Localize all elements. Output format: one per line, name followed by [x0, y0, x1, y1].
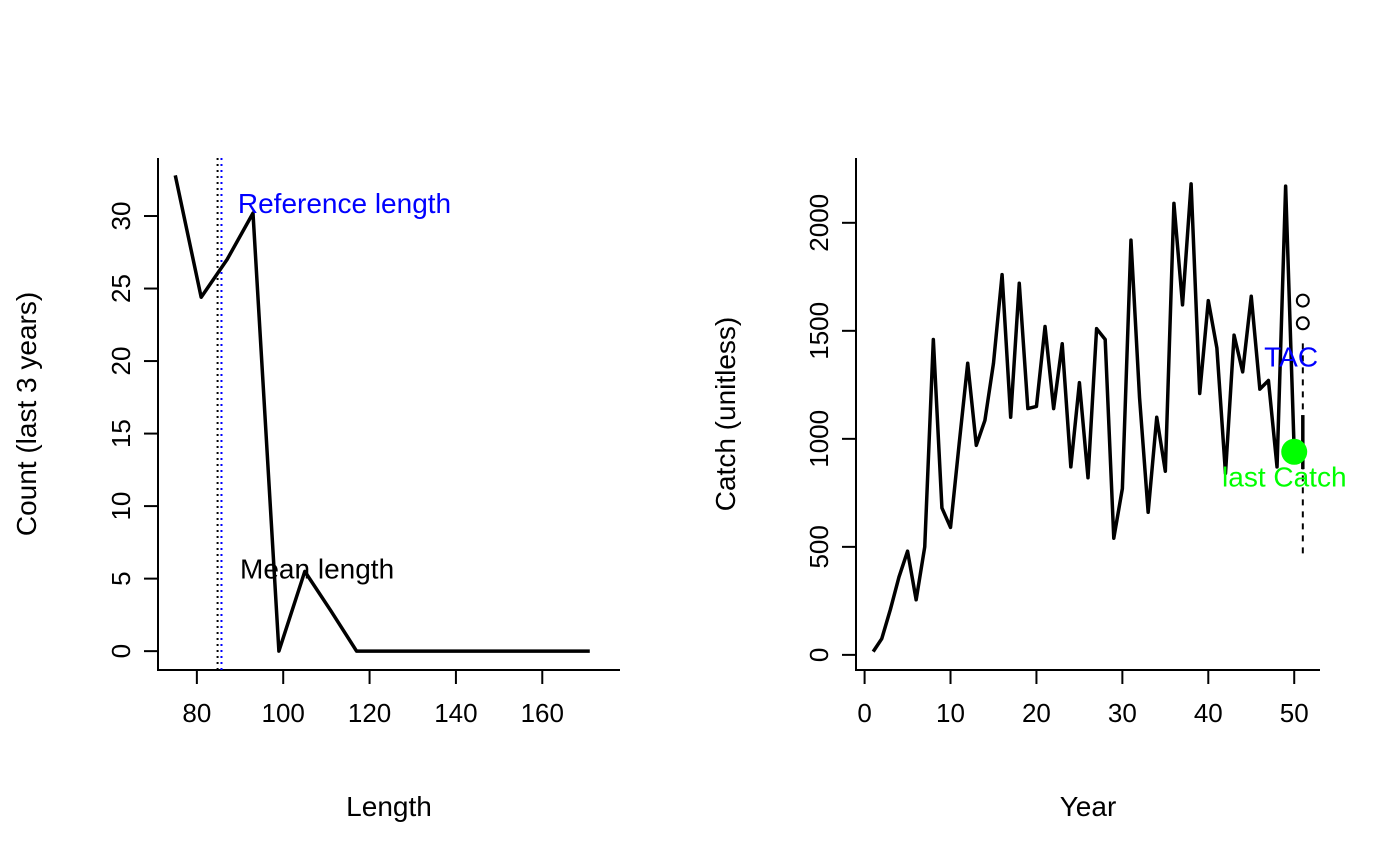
y-tick-label: 5 — [106, 571, 136, 585]
y-tick-label: 1000 — [804, 410, 834, 468]
series-line — [871, 182, 1296, 653]
x-tick-label: 120 — [348, 698, 391, 728]
length-panel-xlabel: Length — [346, 791, 432, 822]
x-tick-label: 50 — [1280, 698, 1309, 728]
x-tick-label: 80 — [182, 698, 211, 728]
length-panel-ylabel: Count (last 3 years) — [11, 292, 42, 536]
x-tick-label: 140 — [434, 698, 477, 728]
x-tick-label: 30 — [1108, 698, 1137, 728]
open-point — [1295, 316, 1310, 331]
y-tick-label: 0 — [106, 644, 136, 658]
length-panel-x-axis — [157, 158, 620, 671]
y-tick-label: 25 — [106, 274, 136, 303]
x-tick-label: 100 — [262, 698, 305, 728]
last-catch-point — [1281, 438, 1308, 465]
x-tick-label: 10 — [936, 698, 965, 728]
y-tick-label: 10 — [106, 492, 136, 521]
annotation-label: Mean length — [240, 554, 394, 585]
annotation-label: last Catch — [1222, 461, 1347, 492]
y-tick-label: 1500 — [804, 302, 834, 360]
length-panel: 80 100 120 140 160 0 5 10 15 20 25 30 Reference le… — [11, 158, 620, 822]
y-tick-label: 2000 — [804, 194, 834, 252]
open-point — [1295, 293, 1310, 308]
annotation-label: Reference length — [238, 188, 451, 219]
series-line — [173, 175, 590, 653]
catch-panel: 0 10 20 30 40 50 0 500 1000 1500 2000 TAC last Ca… — [710, 158, 1347, 822]
x-tick-label: 160 — [521, 698, 564, 728]
y-tick-label: 0 — [804, 648, 834, 662]
y-tick-label: 500 — [804, 525, 834, 568]
x-tick-label: 40 — [1194, 698, 1223, 728]
catch-panel-xlabel: Year — [1060, 791, 1117, 822]
catch-panel-axes — [855, 158, 1320, 671]
catch-panel-ylabel: Catch (unitless) — [710, 317, 741, 512]
y-tick-label: 15 — [106, 419, 136, 448]
annotation-label: TAC — [1264, 341, 1318, 372]
x-tick-label: 0 — [857, 698, 871, 728]
y-tick-label: 30 — [106, 202, 136, 231]
y-tick-label: 20 — [106, 347, 136, 376]
x-tick-label: 20 — [1022, 698, 1051, 728]
